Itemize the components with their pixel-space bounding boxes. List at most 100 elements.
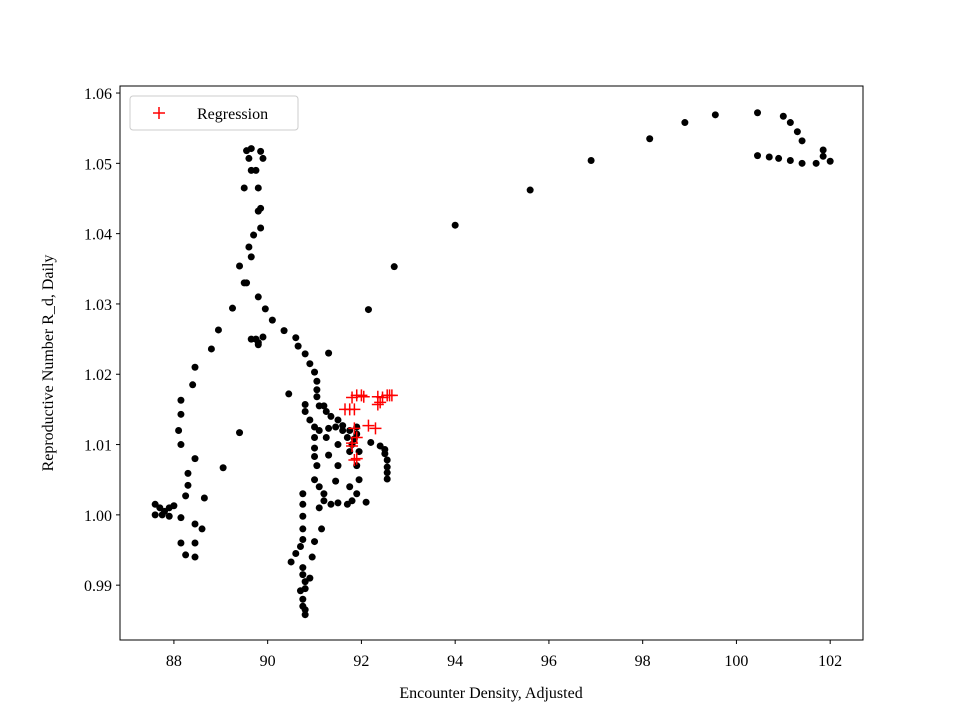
dot-marker: [775, 154, 783, 162]
dot-marker: [339, 422, 347, 430]
dot-marker: [245, 243, 253, 251]
dot-marker: [219, 464, 227, 472]
dot-marker: [299, 571, 307, 579]
dot-marker: [175, 426, 183, 434]
dot-marker: [287, 558, 295, 566]
dot-marker: [587, 157, 595, 165]
dot-marker: [285, 390, 293, 398]
plus-marker: [385, 389, 398, 402]
dot-marker: [754, 109, 762, 117]
dot-marker: [327, 500, 335, 508]
plus-marker: [369, 422, 382, 435]
dot-marker: [214, 326, 222, 334]
dot-marker: [334, 441, 342, 449]
dot-marker: [236, 429, 244, 437]
dot-marker: [819, 152, 827, 160]
dot-marker: [257, 204, 265, 212]
x-tick-label: 90: [260, 653, 276, 670]
y-axis-label: Reproductive Number R_d, Daily: [40, 255, 57, 472]
y-tick-label: 1.06: [84, 86, 112, 103]
dot-marker: [355, 476, 363, 484]
dot-marker: [243, 279, 251, 287]
dot-marker: [318, 525, 326, 533]
dot-marker: [245, 154, 253, 162]
legend-box: [129, 95, 299, 131]
dot-marker: [301, 611, 309, 619]
dot-marker: [313, 386, 321, 394]
y-tick-label: 1.01: [84, 438, 112, 455]
dot-marker: [254, 184, 262, 192]
dot-marker: [306, 416, 314, 424]
dot-marker: [339, 426, 347, 434]
dot-marker: [189, 381, 197, 389]
dot-marker: [306, 360, 314, 368]
dot-marker: [207, 345, 215, 353]
dot-marker: [177, 539, 185, 547]
dot-marker: [779, 112, 787, 120]
dot-marker: [311, 476, 319, 484]
dot-marker: [311, 444, 319, 452]
dot-marker: [364, 306, 372, 314]
dot-marker: [315, 483, 323, 491]
dot-marker: [711, 111, 719, 119]
dot-marker: [191, 455, 199, 463]
dot-marker: [259, 333, 267, 341]
dot-marker: [798, 137, 806, 145]
y-tick-label: 1.03: [84, 297, 112, 314]
dot-marker: [311, 538, 319, 546]
plus-marker: [374, 396, 387, 409]
plot-area: [119, 85, 864, 641]
dot-marker: [184, 481, 192, 489]
y-tick-label: 1.02: [84, 367, 112, 384]
dot-marker: [451, 221, 459, 229]
dot-marker: [294, 342, 302, 350]
dot-marker: [292, 550, 300, 558]
dot-marker: [299, 525, 307, 533]
dot-marker: [299, 500, 307, 508]
dot-marker: [301, 400, 309, 408]
dot-marker: [191, 539, 199, 547]
dot-marker: [170, 502, 178, 510]
plus-marker: [348, 422, 361, 435]
dot-marker: [383, 463, 391, 471]
y-tick-label: 1.04: [84, 227, 112, 244]
dot-marker: [184, 469, 192, 477]
dot-marker: [798, 159, 806, 167]
dot-marker: [247, 335, 255, 343]
dot-marker: [301, 350, 309, 358]
dot-marker: [296, 542, 304, 550]
dot-marker: [327, 412, 335, 420]
dot-marker: [383, 475, 391, 483]
dot-marker: [313, 393, 321, 401]
dot-marker: [793, 128, 801, 136]
dot-marker: [390, 263, 398, 271]
dot-marker: [280, 327, 288, 335]
dot-marker: [325, 424, 333, 432]
dot-marker: [151, 511, 159, 519]
dot-marker: [306, 574, 314, 582]
dot-marker: [646, 135, 654, 143]
dot-marker: [383, 469, 391, 477]
dot-marker: [254, 341, 262, 349]
dot-marker: [257, 147, 265, 155]
dot-marker: [257, 224, 265, 232]
dot-marker: [229, 304, 237, 312]
plus-marker: [371, 398, 384, 411]
dot-marker: [332, 477, 340, 485]
dot-marker: [299, 595, 307, 603]
dot-marker: [320, 497, 328, 505]
dot-marker: [254, 293, 262, 301]
dot-marker: [526, 186, 534, 194]
dot-marker: [315, 504, 323, 512]
dot-marker: [240, 184, 248, 192]
plus-marker: [346, 439, 359, 452]
dot-marker: [299, 535, 307, 543]
dot-marker: [247, 253, 255, 261]
dot-marker: [247, 145, 255, 153]
dot-marker: [292, 334, 300, 342]
dot-marker: [325, 349, 333, 357]
plus-marker: [355, 389, 368, 402]
dot-marker: [325, 451, 333, 459]
dot-marker: [313, 377, 321, 385]
